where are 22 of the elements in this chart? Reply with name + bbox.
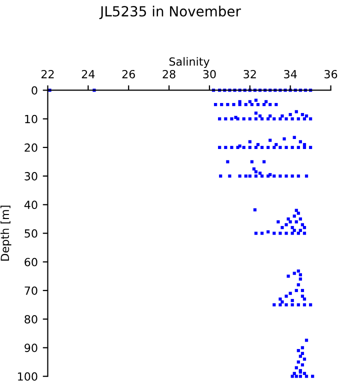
y-tick-label: 0 [32, 86, 38, 95]
x-tick-label: 34 [284, 70, 297, 78]
x-tick-label: 30 [203, 70, 216, 78]
x-tick-label: 24 [82, 70, 95, 78]
y-tick-label: 90 [24, 344, 38, 352]
y-tick-label: 30 [24, 172, 38, 180]
y-tick-label: 10 [25, 114, 38, 124]
y-tick-label: 70 [24, 286, 38, 295]
x-axis-title: Salinity [169, 57, 210, 68]
y-tick-label: 80 [24, 315, 38, 324]
y-tick-label: 20 [24, 143, 38, 152]
y-tick-label: 60 [24, 258, 38, 266]
chart-title: JL5235 in November [99, 6, 241, 20]
y-tick-label: 100 [18, 372, 38, 381]
x-tick-label: 26 [122, 70, 135, 78]
x-tick-label: 28 [162, 70, 176, 78]
y-tick-label: 50 [24, 229, 38, 238]
x-tick-label: 32 [244, 70, 256, 78]
y-axis-title: Depth [m] [0, 206, 12, 261]
x-tick-label: 22 [41, 70, 54, 78]
x-tick-label: 36 [324, 70, 338, 78]
y-tick-label: 40 [24, 200, 38, 210]
